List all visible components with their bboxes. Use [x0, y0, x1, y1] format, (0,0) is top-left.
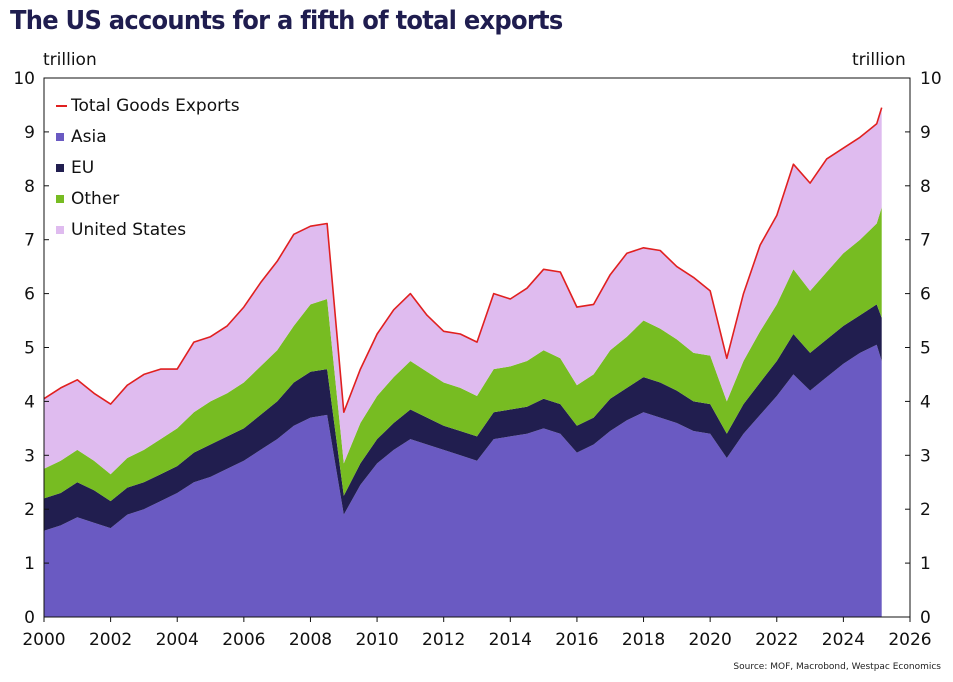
asia-area: [44, 344, 882, 617]
legend: Total Goods Exports Asia EU Other United Sta…: [56, 90, 240, 245]
total-goods-exports-line: [43, 107, 883, 413]
x-tick-label: 2006: [222, 630, 265, 650]
legend-label-us: United States: [71, 219, 187, 240]
y-tick-label-right: 6: [920, 285, 931, 305]
y-tick-label-left: 4: [24, 392, 35, 412]
x-tick-label: 2002: [89, 630, 132, 650]
y-tick-label-left: 8: [24, 177, 35, 197]
legend-label-asia: Asia: [71, 126, 107, 147]
legend-swatch-us: [56, 225, 64, 234]
y-tick-label-left: 3: [24, 446, 35, 466]
x-tick-label: 2022: [755, 630, 798, 650]
total-line-layer: [43, 107, 883, 413]
x-tick-label: 2020: [689, 630, 732, 650]
x-tick-label: 2008: [289, 630, 332, 650]
legend-swatch-other: [56, 194, 64, 203]
y-tick-label-left: 0: [24, 608, 35, 628]
y-tick-label-left: 6: [24, 285, 35, 305]
y-tick-label-left: 9: [24, 123, 35, 143]
right-axis-unit: trillion: [852, 50, 906, 70]
x-tick-label: 2024: [822, 630, 865, 650]
x-tick-label: 2026: [888, 630, 931, 650]
x-tick-label: 2000: [22, 630, 65, 650]
legend-swatch-asia: [56, 132, 64, 141]
us-area: [44, 107, 882, 475]
y-tick-label-left: 10: [13, 69, 35, 89]
legend-swatch-eu: [56, 163, 64, 172]
x-tick-label: 2012: [422, 630, 465, 650]
x-tick-label: 2018: [622, 630, 665, 650]
legend-swatch-total: [56, 104, 67, 107]
x-tick-label: 2010: [355, 630, 398, 650]
y-tick-label-right: 4: [920, 392, 931, 412]
stacked-areas: [44, 107, 882, 617]
y-tick-label-right: 5: [920, 339, 931, 359]
y-tick-label-right: 3: [920, 446, 931, 466]
y-tick-label-right: 10: [920, 69, 942, 89]
legend-item-eu: EU: [56, 152, 240, 183]
eu-area: [44, 304, 882, 531]
y-tick-label-right: 8: [920, 177, 931, 197]
legend-label-total: Total Goods Exports: [71, 95, 240, 116]
axes: 0 0 1 1 2 2 3 3 4 4 5 5 6 6 7 7 8 8 9 9 10 10 2000 2002 2004 2006…: [13, 69, 941, 650]
left-axis-unit: trillion: [43, 50, 97, 70]
chart-title: The US accounts for a fifth of total exp…: [10, 6, 563, 36]
y-tick-label-left: 2: [24, 500, 35, 520]
y-tick-label-right: 9: [920, 123, 931, 143]
y-tick-label-right: 0: [920, 608, 931, 628]
source-note: Source: MOF, Macrobond, Westpac Economic…: [733, 662, 941, 672]
legend-label-eu: EU: [71, 157, 95, 178]
y-tick-label-left: 5: [24, 339, 35, 359]
y-tick-label-right: 2: [920, 500, 931, 520]
legend-item-other: Other: [56, 183, 240, 214]
legend-item-total: Total Goods Exports: [56, 90, 240, 121]
x-tick-label: 2004: [156, 630, 199, 650]
other-area: [44, 207, 882, 502]
y-tick-label-right: 1: [920, 554, 931, 574]
legend-item-us: United States: [56, 214, 240, 245]
y-tick-label-left: 7: [24, 231, 35, 251]
x-tick-label: 2014: [489, 630, 532, 650]
legend-item-asia: Asia: [56, 121, 240, 152]
y-tick-label-right: 7: [920, 231, 931, 251]
y-tick-label-left: 1: [24, 554, 35, 574]
x-tick-label: 2016: [555, 630, 598, 650]
legend-label-other: Other: [71, 188, 120, 209]
